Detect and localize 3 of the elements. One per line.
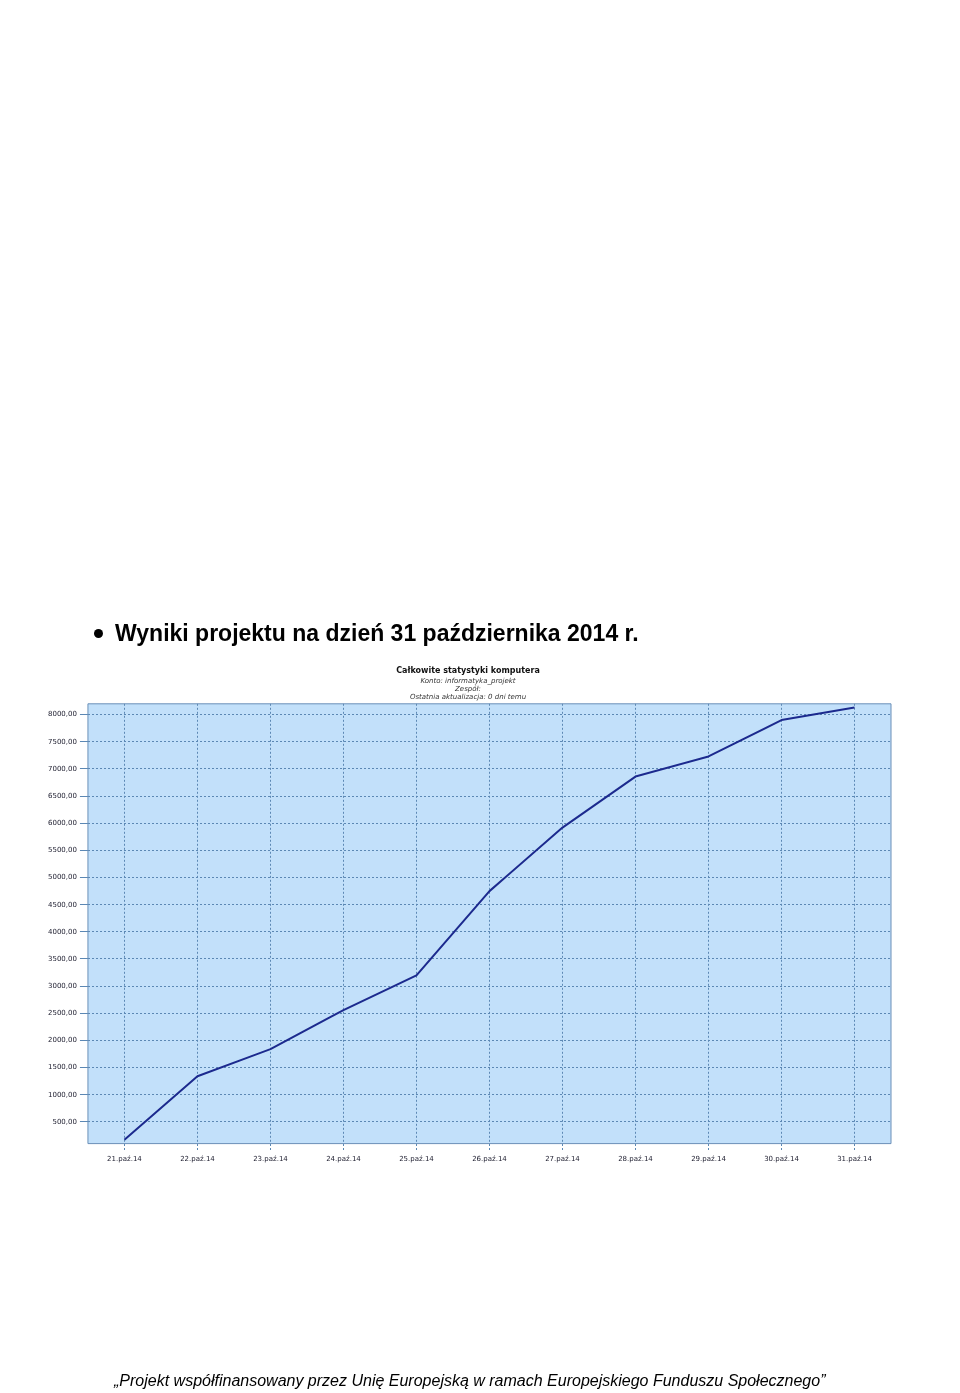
- chart-title: Całkowite statystyki komputera: [396, 665, 540, 675]
- text: Wyniki projektu na dzień 31 października 2014 r.: [115, 620, 639, 647]
- text: „Projekt współfinansowany przez Unię Europejską w ramach Europejskiego Funduszu Społecznego”: [114, 1372, 826, 1390]
